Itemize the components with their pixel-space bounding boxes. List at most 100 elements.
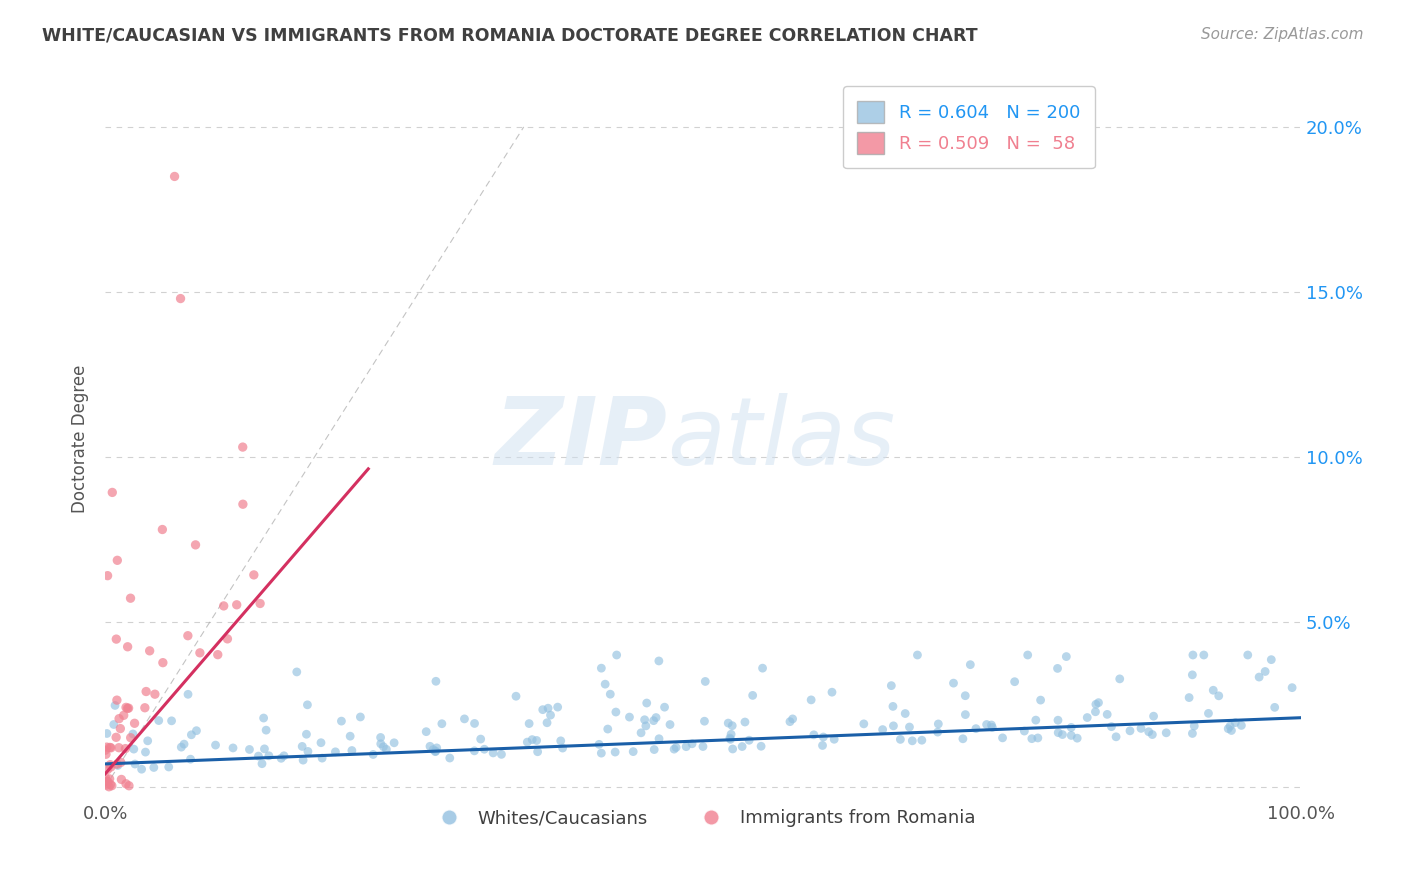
- Point: [1260, 653, 1282, 667]
- Point: [254, 723, 277, 738]
- Point: [593, 677, 616, 691]
- Point: [253, 742, 276, 756]
- Point: [96, 778, 118, 792]
- Point: [976, 717, 998, 731]
- Point: [1076, 710, 1098, 724]
- Point: [101, 779, 124, 793]
- Point: [1046, 661, 1069, 675]
- Point: [361, 747, 384, 762]
- Point: [619, 710, 641, 724]
- Point: [349, 710, 371, 724]
- Point: [907, 648, 929, 662]
- Point: [823, 732, 845, 747]
- Point: [591, 661, 613, 675]
- Point: [425, 674, 447, 689]
- Point: [297, 698, 319, 712]
- Point: [253, 711, 276, 725]
- Point: [738, 733, 761, 747]
- Point: [643, 714, 665, 728]
- Point: [105, 693, 128, 707]
- Point: [630, 726, 652, 740]
- Point: [325, 745, 347, 759]
- Point: [1264, 700, 1286, 714]
- Point: [430, 716, 453, 731]
- Point: [1181, 726, 1204, 740]
- Point: [148, 714, 170, 728]
- Point: [150, 523, 173, 537]
- Point: [901, 734, 924, 748]
- Point: [207, 648, 229, 662]
- Point: [426, 740, 449, 755]
- Point: [721, 742, 744, 756]
- Point: [1060, 728, 1083, 742]
- Point: [180, 728, 202, 742]
- Point: [107, 758, 129, 772]
- Point: [270, 751, 292, 765]
- Point: [157, 760, 180, 774]
- Point: [131, 762, 153, 776]
- Point: [1060, 721, 1083, 735]
- Point: [1095, 707, 1118, 722]
- Text: Source: ZipAtlas.com: Source: ZipAtlas.com: [1201, 27, 1364, 42]
- Point: [114, 741, 136, 756]
- Point: [505, 690, 527, 704]
- Point: [136, 734, 159, 748]
- Point: [547, 700, 569, 714]
- Point: [170, 740, 193, 755]
- Point: [720, 727, 742, 741]
- Point: [96, 726, 118, 740]
- Point: [1021, 731, 1043, 746]
- Point: [117, 701, 139, 715]
- Point: [100, 760, 122, 774]
- Point: [115, 777, 138, 791]
- Point: [648, 654, 671, 668]
- Point: [118, 779, 141, 793]
- Point: [120, 591, 142, 606]
- Point: [1105, 730, 1128, 744]
- Point: [232, 440, 254, 454]
- Point: [803, 728, 825, 742]
- Point: [1047, 725, 1070, 739]
- Point: [675, 739, 697, 754]
- Point: [537, 701, 560, 715]
- Point: [1046, 713, 1069, 727]
- Point: [526, 733, 548, 747]
- Point: [110, 722, 132, 736]
- Point: [108, 740, 131, 755]
- Point: [135, 684, 157, 698]
- Point: [105, 553, 128, 567]
- Point: [517, 716, 540, 731]
- Legend: Whites/Caucasians, Immigrants from Romania: Whites/Caucasians, Immigrants from Roman…: [423, 802, 983, 835]
- Point: [142, 760, 165, 774]
- Point: [692, 739, 714, 754]
- Point: [731, 739, 754, 754]
- Point: [382, 736, 405, 750]
- Point: [104, 698, 127, 713]
- Point: [285, 665, 308, 679]
- Point: [894, 706, 917, 721]
- Point: [152, 656, 174, 670]
- Point: [122, 742, 145, 756]
- Point: [959, 657, 981, 672]
- Point: [955, 689, 977, 703]
- Point: [101, 485, 124, 500]
- Point: [1181, 648, 1204, 662]
- Text: WHITE/CAUCASIAN VS IMMIGRANTS FROM ROMANIA DOCTORATE DEGREE CORRELATION CHART: WHITE/CAUCASIAN VS IMMIGRANTS FROM ROMAN…: [42, 27, 977, 45]
- Point: [751, 661, 773, 675]
- Point: [373, 739, 395, 754]
- Point: [1052, 727, 1074, 741]
- Point: [643, 742, 665, 756]
- Point: [212, 599, 235, 613]
- Point: [186, 723, 208, 738]
- Point: [927, 717, 949, 731]
- Point: [122, 727, 145, 741]
- Point: [634, 719, 657, 733]
- Point: [110, 772, 132, 787]
- Point: [169, 292, 191, 306]
- Point: [134, 745, 156, 759]
- Point: [749, 739, 772, 754]
- Point: [340, 743, 363, 757]
- Point: [911, 733, 934, 747]
- Point: [1137, 724, 1160, 739]
- Point: [370, 737, 392, 751]
